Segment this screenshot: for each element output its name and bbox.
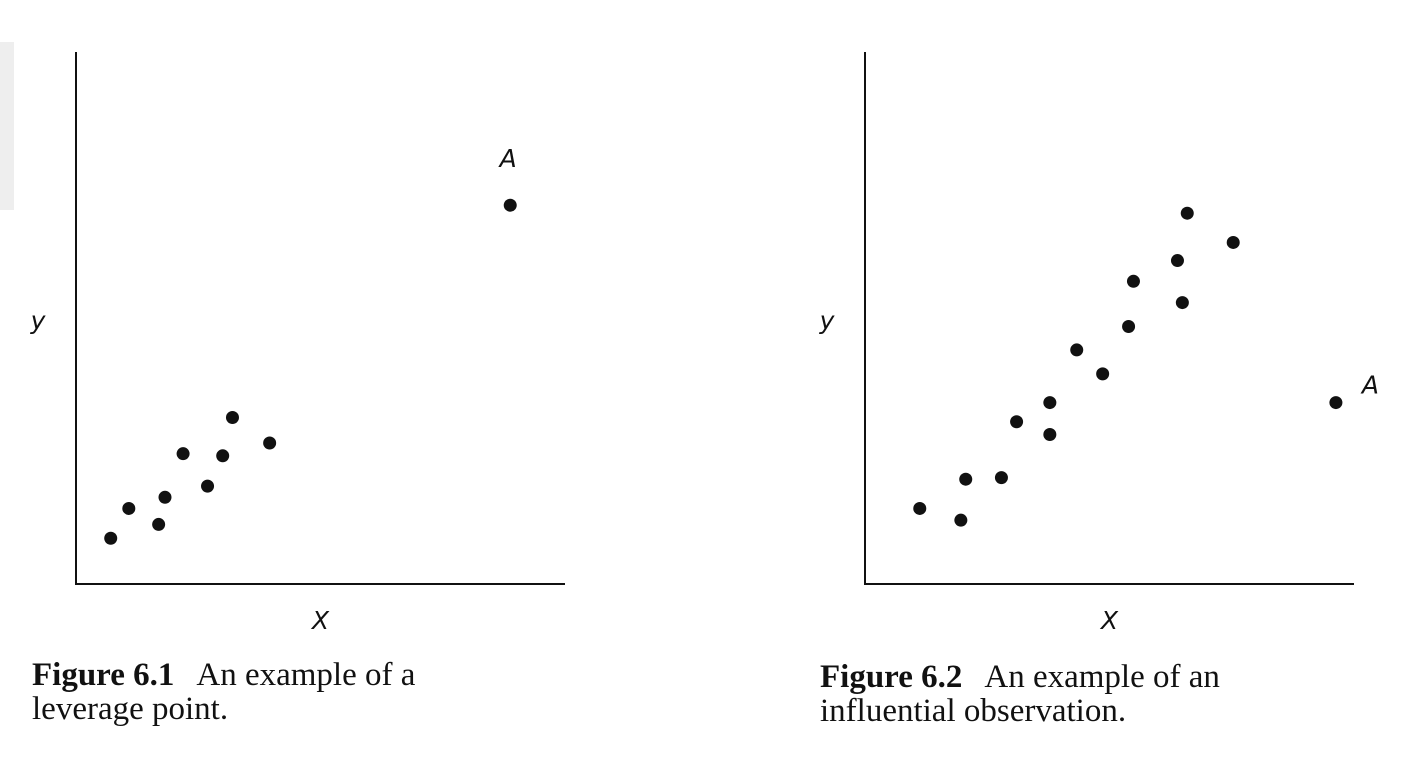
figure-6-2-data-point — [1180, 206, 1194, 220]
figure-6-2-caption: Figure 6.2 An example of an influential o… — [820, 660, 1340, 728]
figure-6-2-data-point — [1010, 415, 1024, 429]
figure-6-1-number: Figure 6.1 — [32, 657, 175, 693]
figure-6-1-data-point — [263, 436, 277, 450]
figure-6-1-scatter-plot: y X A — [30, 52, 565, 635]
figure-6-2-data-point — [1175, 296, 1189, 310]
figure-6-2: y X A Figure 6.2 An example of an influenti… — [790, 0, 1425, 762]
figure-6-1-data-point — [176, 447, 190, 461]
figure-6-2-data-point — [1070, 343, 1084, 357]
figure-6-2-data-point — [913, 501, 927, 515]
figure-6-2-scatter-plot: y X A — [819, 52, 1379, 635]
figure-6-1-caption: Figure 6.1 An example of a leverage point… — [32, 658, 502, 726]
figure-6-1-data-point — [122, 501, 136, 515]
figure-6-1-point-a — [503, 198, 517, 212]
figure-6-2-data-point — [1043, 428, 1057, 442]
figure-6-2-data-point — [954, 513, 968, 527]
figure-6-1-y-axis-label: y — [30, 306, 47, 335]
figure-6-2-caption-text: An example of an influential observation… — [820, 659, 1220, 729]
figure-6-2-data-point — [1126, 274, 1140, 288]
page-edge-tab — [0, 42, 14, 210]
figure-6-2-data-point — [1122, 320, 1136, 334]
figure-6-2-point-label-a: A — [1360, 371, 1379, 400]
figure-6-2-number: Figure 6.2 — [820, 659, 963, 695]
figure-6-2-data-point — [959, 472, 973, 486]
figure-6-1-data-point — [158, 490, 172, 504]
figure-6-2-data-point — [1096, 367, 1110, 381]
figure-6-1-data-point — [216, 449, 230, 463]
figure-6-1-caption-text: An example of a leverage point. — [32, 657, 416, 727]
figure-6-1-data-point — [104, 531, 118, 545]
figure-6-2-x-axis-label: X — [1099, 606, 1119, 635]
figure-6-1-data-point — [225, 410, 239, 424]
figure-6-2-data-point — [1043, 396, 1057, 410]
figure-6-2-data-point — [1226, 235, 1240, 249]
figure-6-1-data-point — [152, 517, 166, 531]
figure-6-1-data-point — [201, 479, 215, 493]
figure-6-1-x-axis-label: X — [310, 606, 330, 635]
figure-6-2-data-point — [994, 471, 1008, 485]
figure-6-1-point-label-a: A — [498, 144, 517, 173]
figure-6-1: y X A Figure 6.1 An example of a leverage p… — [0, 0, 700, 762]
figure-6-2-data-point — [1170, 254, 1184, 268]
figure-6-2-y-axis-label: y — [819, 306, 836, 335]
figure-6-2-point-a — [1329, 396, 1343, 410]
